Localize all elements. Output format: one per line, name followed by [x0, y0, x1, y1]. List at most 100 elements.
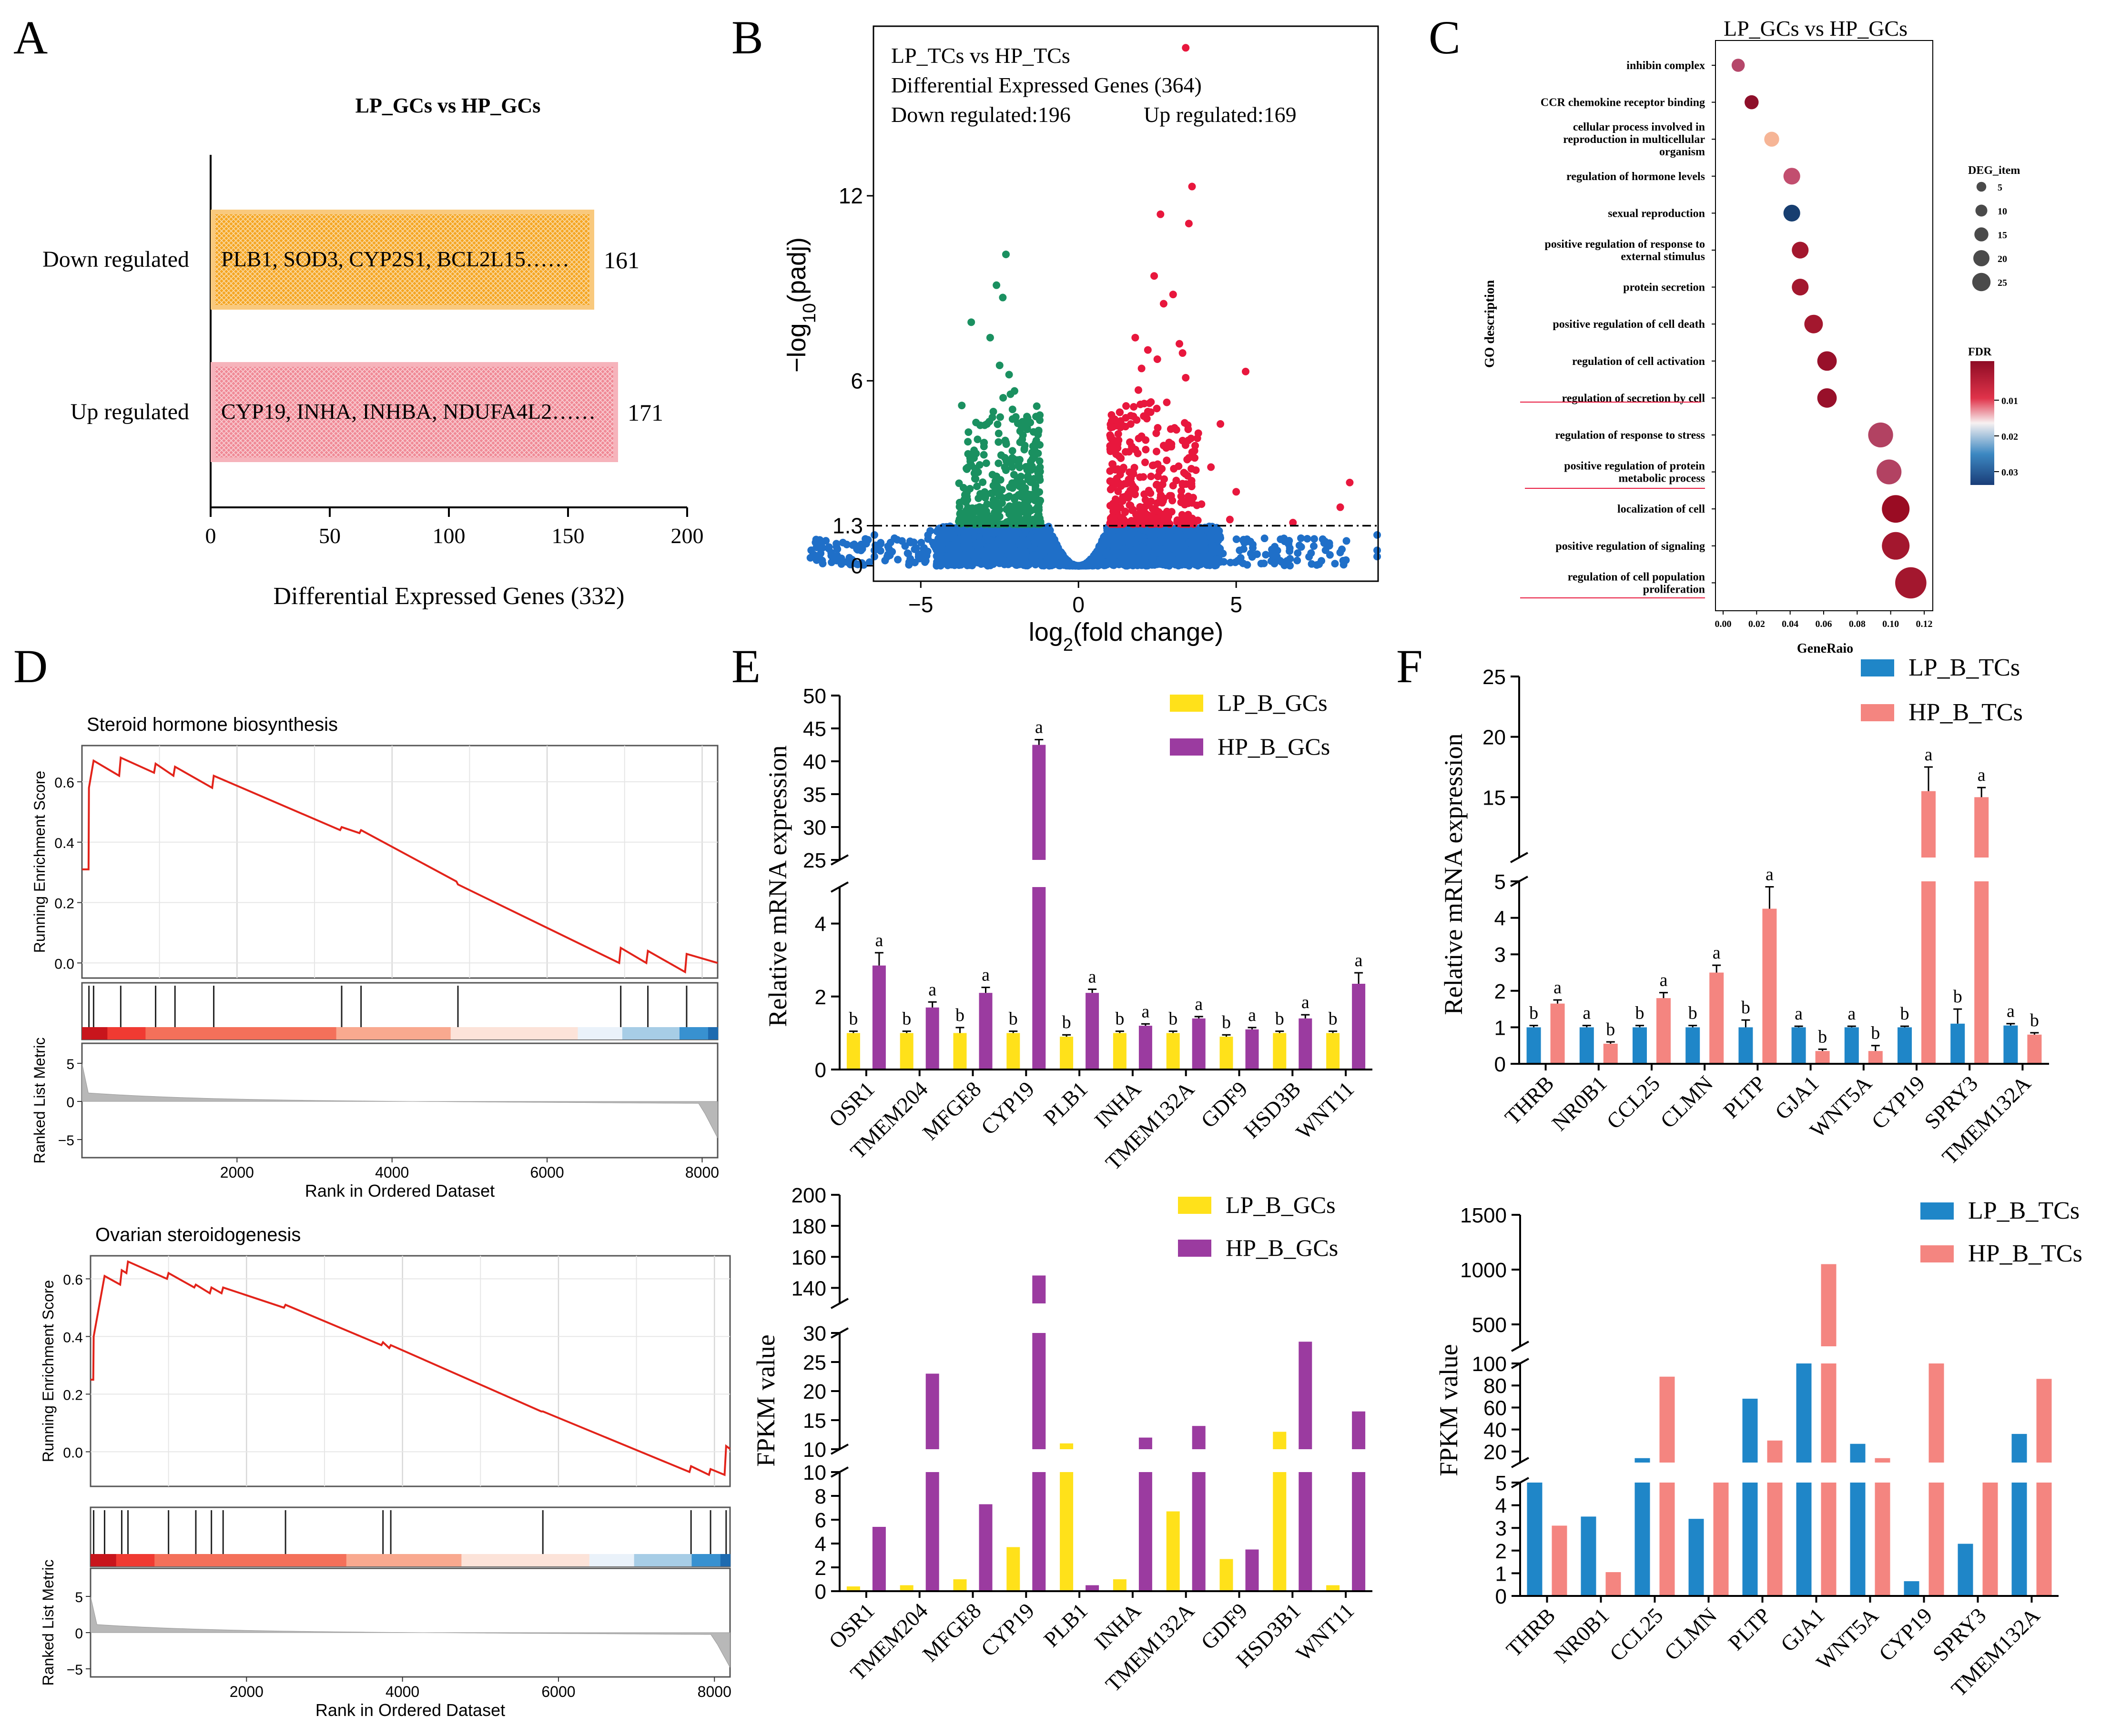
point-up-regulated [1116, 466, 1124, 474]
point-up-regulated [1140, 490, 1148, 498]
bar-lp-b-tcs [1796, 1363, 1812, 1463]
x-tick-label: 0 [1072, 592, 1085, 617]
y-tick-label: 0.0 [54, 956, 74, 972]
point-not-significant [951, 554, 959, 562]
point-not-significant [1126, 559, 1134, 567]
point-not-significant [995, 528, 1003, 536]
category-label: PLTP [1724, 1603, 1776, 1655]
point-not-significant [1020, 555, 1028, 563]
rank-color-bar-segment [91, 1554, 117, 1566]
point-not-significant [871, 553, 878, 561]
point-up-regulated [1142, 445, 1150, 454]
rank-color-bar-segment [450, 1027, 578, 1040]
x-axis-label: Rank in Ordered Dataset [315, 1700, 505, 1720]
point-up-regulated [1107, 434, 1115, 443]
go-term-label: regulation of cell population [1568, 571, 1705, 583]
y-tick-label: 100 [1472, 1352, 1507, 1376]
bar-lp-b-tcs [1844, 1027, 1859, 1064]
bar-lp-b-tcs [1742, 1483, 1758, 1596]
point-up-regulated [1154, 473, 1162, 481]
bar-lp-b-gcs [1060, 1443, 1074, 1449]
point-not-significant [1005, 527, 1014, 535]
point-down-regulated [1036, 496, 1045, 505]
y-tick-label: 200 [792, 1184, 826, 1207]
y-tick-label: 0.6 [63, 1272, 83, 1288]
y-tick-label: 80 [1483, 1374, 1507, 1398]
point-up-regulated [1113, 497, 1121, 505]
category-label: CYP19 [1867, 1071, 1929, 1134]
point-not-significant [1169, 534, 1177, 542]
point-not-significant [819, 559, 827, 567]
bar-lp-b-gcs [953, 1579, 967, 1591]
y-tick-label: 40 [803, 750, 826, 774]
bar-hp-b-tcs [1767, 1440, 1783, 1463]
y-tick-label: 0 [75, 1626, 83, 1642]
point-up-regulated [1336, 503, 1344, 511]
gene-list-label: CYP19, INHA, INHBA, NDUFA4L2…… [221, 399, 596, 424]
point-not-significant [1269, 545, 1277, 554]
category-label: PLTP [1718, 1071, 1770, 1123]
bubble-go-term [1882, 495, 1910, 523]
bar-hp-b-gcs [1299, 1342, 1312, 1449]
y-tick-label: 45 [803, 717, 826, 741]
point-not-significant [876, 547, 884, 555]
point-up-regulated [1109, 478, 1117, 486]
point-not-significant [1004, 550, 1012, 558]
point-not-significant [842, 540, 851, 548]
color-legend-label: 0.01 [2001, 396, 2018, 406]
x-tick-label: 4000 [386, 1683, 419, 1700]
y-tick-label: 2 [1495, 1540, 1507, 1563]
point-not-significant [978, 547, 986, 555]
plot-frame [1715, 40, 1933, 611]
point-not-significant [893, 536, 901, 544]
point-up-regulated [1187, 480, 1196, 488]
point-up-regulated [1114, 487, 1122, 495]
point-up-regulated [1107, 424, 1115, 432]
point-down-regulated [999, 293, 1007, 302]
y-tick-label: 3 [1495, 1517, 1507, 1540]
point-up-regulated [1169, 482, 1177, 490]
bar-hp-b-gcs [979, 993, 993, 1070]
point-up-regulated [1166, 443, 1174, 451]
point-up-regulated [1134, 386, 1142, 394]
point-up-regulated [1184, 421, 1192, 429]
x-axis-label-part: (fold change) [1073, 618, 1223, 646]
point-up-regulated [1147, 398, 1155, 406]
rank-color-bar-segment [145, 1027, 337, 1040]
bubble-go-term [1817, 351, 1837, 371]
point-up-regulated [1152, 447, 1160, 455]
point-up-regulated [1122, 414, 1130, 422]
category-label: WNT11 [1291, 1598, 1359, 1665]
point-down-regulated [999, 394, 1007, 402]
point-up-regulated [1172, 426, 1180, 434]
axis-break-mark [831, 1298, 849, 1309]
point-not-significant [1129, 537, 1137, 545]
point-not-significant [1103, 535, 1111, 543]
rank-color-bar-segment [107, 1027, 146, 1040]
legend-swatch [1861, 704, 1894, 721]
bar-hp-b-tcs [1921, 881, 1936, 1064]
go-term-label: cellular process involved in [1573, 121, 1705, 133]
bar-hp-b-gcs [1192, 1426, 1206, 1449]
panel-letter-b: B [731, 11, 763, 64]
point-not-significant [1091, 558, 1099, 566]
significance-letter: b [1635, 1003, 1644, 1023]
point-down-regulated [993, 281, 1001, 289]
y-tick-label: 1000 [1460, 1259, 1507, 1282]
y-tick-label: 0 [851, 554, 863, 578]
running-enrichment-line [91, 1260, 731, 1476]
bubble-go-term [1817, 388, 1837, 408]
point-down-regulated [1002, 438, 1010, 446]
bar-lp-b-tcs [1633, 1027, 1647, 1064]
panel-letters: A B C D E F [13, 11, 1461, 693]
point-up-regulated [1131, 490, 1139, 498]
significance-letter: a [1847, 1004, 1856, 1024]
significance-letter: b [1529, 1003, 1538, 1023]
point-up-regulated [1159, 442, 1167, 450]
point-down-regulated [999, 494, 1007, 502]
y-axis-label: Ranked List Metric [40, 1560, 57, 1686]
point-not-significant [1325, 542, 1333, 550]
size-legend-label: 5 [1998, 182, 2002, 193]
y-tick-label: 5 [75, 1590, 83, 1605]
point-down-regulated [1015, 491, 1023, 499]
